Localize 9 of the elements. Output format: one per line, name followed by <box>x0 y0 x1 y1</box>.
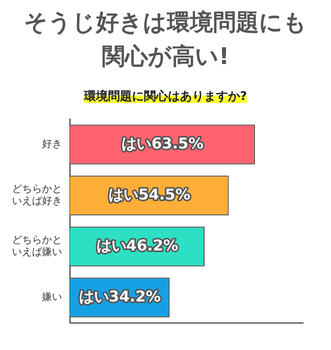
data-label: はい63.5% <box>121 134 204 152</box>
data-label: はい34.2% <box>78 287 161 306</box>
data-label: はい54.5% <box>108 185 190 204</box>
y-tick-label: どちらかといえば好き <box>12 184 62 208</box>
y-tick-label: 嫌い <box>42 291 62 304</box>
y-tick-label: どちらかといえば嫌い <box>12 235 62 258</box>
chart-title: そうじ好きは環境問題にも関心が高い! <box>23 9 308 72</box>
y-tick-label: 好き <box>42 139 62 150</box>
data-label: はい46.2% <box>96 236 178 254</box>
